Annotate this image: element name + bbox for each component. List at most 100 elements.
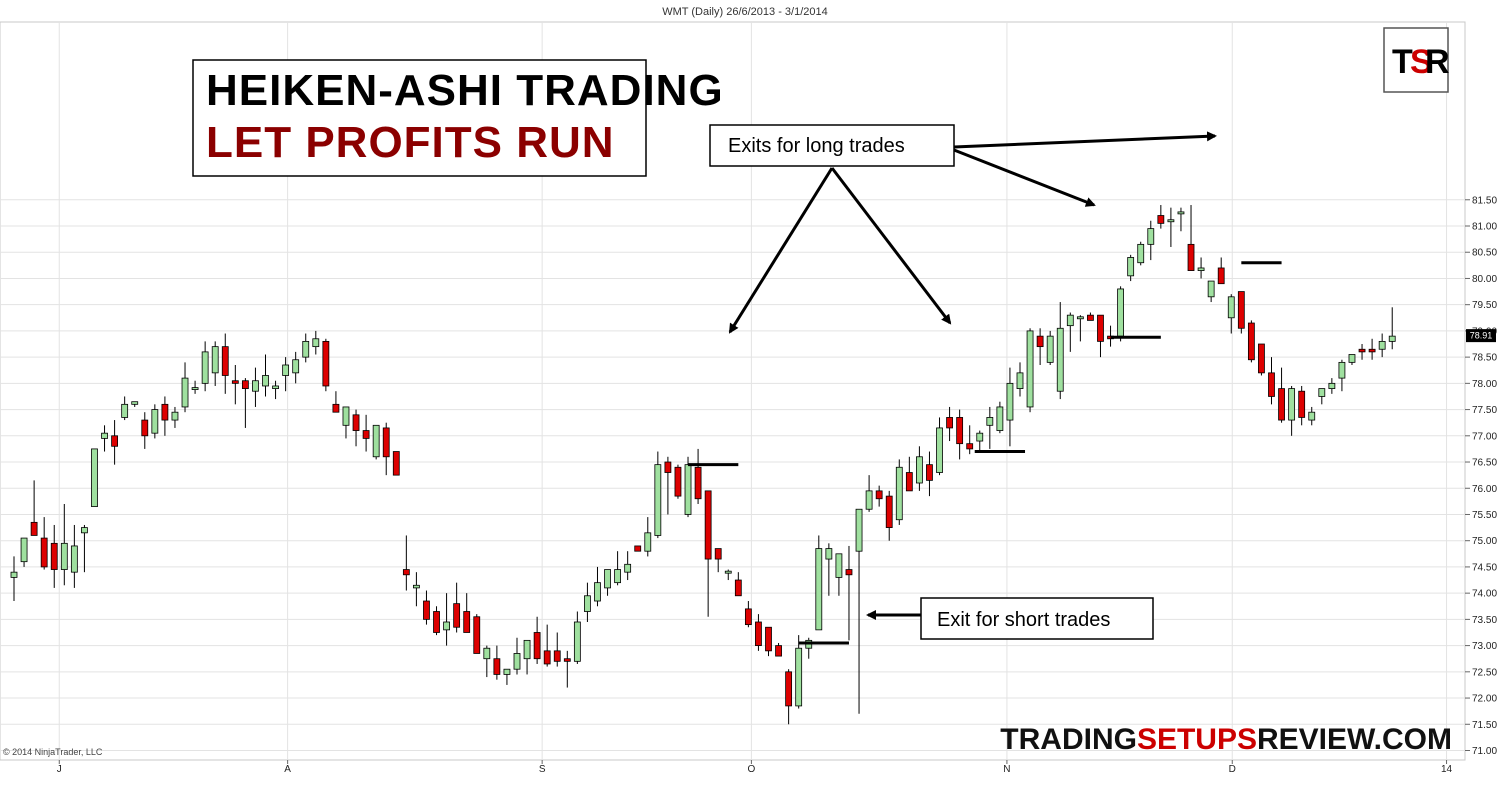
candle-body-up <box>101 432 108 439</box>
candle-body-down <box>765 626 772 652</box>
candle-body-up <box>272 385 279 389</box>
candle-body-down <box>241 380 249 389</box>
candle-body-down <box>966 443 974 450</box>
y-tick-label: 77.50 <box>1472 405 1497 416</box>
candle-body-down <box>493 658 501 675</box>
candle-body-up <box>1227 296 1235 319</box>
candle-body-up <box>865 490 873 510</box>
candle-body-up <box>302 340 310 358</box>
headline-box: HEIKEN-ASHI TRADING LET PROFITS RUN <box>192 59 724 177</box>
y-tick-label: 75.00 <box>1472 536 1497 547</box>
candle-body-up <box>503 668 511 675</box>
candle-body-up <box>151 409 159 434</box>
candle-body-up <box>1388 335 1396 342</box>
candle-body-down <box>1258 343 1265 374</box>
candle-body-down <box>423 600 430 620</box>
candle-body-up <box>573 621 581 662</box>
candle-body-up <box>1288 388 1296 421</box>
candle-body-up <box>916 456 923 484</box>
candle-body-up <box>996 406 1004 431</box>
x-tick-label: N <box>1003 764 1010 775</box>
candle-body-up <box>412 584 420 589</box>
candle-body-up <box>1117 288 1124 337</box>
candle-body-up <box>1006 382 1014 421</box>
long-exits-label: Exits for long trades <box>728 135 905 157</box>
candle-body-down <box>352 414 360 431</box>
candle-body-up <box>594 582 601 602</box>
y-tick-label: 72.00 <box>1472 694 1497 705</box>
candle-body-down <box>946 417 953 429</box>
candle-body-down <box>30 521 38 536</box>
candle-body-up <box>443 621 450 631</box>
candle-body-up <box>1197 267 1205 271</box>
candle-body-down <box>875 490 883 500</box>
candle-body-up <box>684 464 692 515</box>
candle-body-down <box>40 537 48 568</box>
candle-body-down <box>161 403 169 421</box>
candle-body-up <box>644 532 652 552</box>
candle-body-up <box>584 595 591 612</box>
candle-body-up <box>282 364 290 376</box>
plot-frame <box>0 21 1466 761</box>
candle-body-up <box>1177 211 1185 215</box>
y-tick-label: 73.50 <box>1472 615 1497 626</box>
candles <box>10 205 1396 725</box>
candle-body-down <box>744 608 752 626</box>
candle-body-up <box>292 359 300 374</box>
candle-body-down <box>332 403 340 413</box>
candle-body-up <box>1076 316 1084 320</box>
candle-body-up <box>201 351 209 384</box>
headline-line2: LET PROFITS RUN <box>206 118 615 167</box>
candle-body-up <box>252 380 259 392</box>
candle-body-down <box>694 466 702 500</box>
candle-body-up <box>181 377 189 408</box>
candle-body-up <box>1207 280 1215 298</box>
candle-body-up <box>1066 314 1074 327</box>
arrow-to-november-exit <box>953 148 1096 207</box>
y-tick-label: 74.50 <box>1472 562 1497 573</box>
candle-body-up <box>1378 340 1386 350</box>
candle-body-up <box>724 570 732 574</box>
tsr-logo: T S R <box>1383 27 1450 93</box>
candle-body-up <box>81 527 88 534</box>
candle-body-down <box>775 645 782 657</box>
exit-lines <box>688 261 1282 645</box>
y-tick-label: 74.00 <box>1472 589 1497 600</box>
candle-body-up <box>976 432 984 442</box>
candle-body-up <box>171 411 179 421</box>
candle-body-down <box>1087 314 1094 321</box>
y-tick-label: 71.50 <box>1472 720 1497 731</box>
headline-line1: HEIKEN-ASHI TRADING <box>206 66 724 115</box>
y-tick-label: 76.00 <box>1472 484 1497 495</box>
candle-body-up <box>815 548 823 631</box>
arrow-to-october-exit <box>728 167 834 334</box>
candle-body-up <box>1338 361 1346 379</box>
candle-body-up <box>986 417 994 426</box>
candle-body-up <box>1016 372 1024 389</box>
candle-body-up <box>1026 330 1034 408</box>
candle-body-down <box>1217 267 1225 285</box>
candle-body-down <box>1247 322 1255 361</box>
candle-body-up <box>342 406 350 426</box>
candle-body-down <box>382 427 390 458</box>
candle-body-down <box>664 461 672 473</box>
x-tick-label: A <box>284 764 291 775</box>
arrow-to-december-exit <box>953 131 1217 149</box>
candle-body-down <box>392 451 400 476</box>
candle-body-up <box>483 647 491 660</box>
last-price-marker: 78.91 <box>1466 329 1496 343</box>
candle-body-down <box>1278 388 1285 421</box>
candle-body-up <box>1348 354 1356 363</box>
candle-body-up <box>513 653 521 670</box>
candle-body-down <box>956 417 964 445</box>
long-exits-annotation: Exits for long trades <box>709 124 955 167</box>
candle-body-down <box>1298 390 1306 418</box>
candle-body-down <box>221 346 229 376</box>
candle-body-up <box>70 545 78 573</box>
candle-body-up <box>614 569 621 584</box>
candle-body-down <box>463 611 471 633</box>
candle-body-down <box>755 621 762 646</box>
y-tick-label: 81.50 <box>1472 195 1497 206</box>
candle-body-down <box>674 466 682 497</box>
candle-body-down <box>885 495 893 528</box>
